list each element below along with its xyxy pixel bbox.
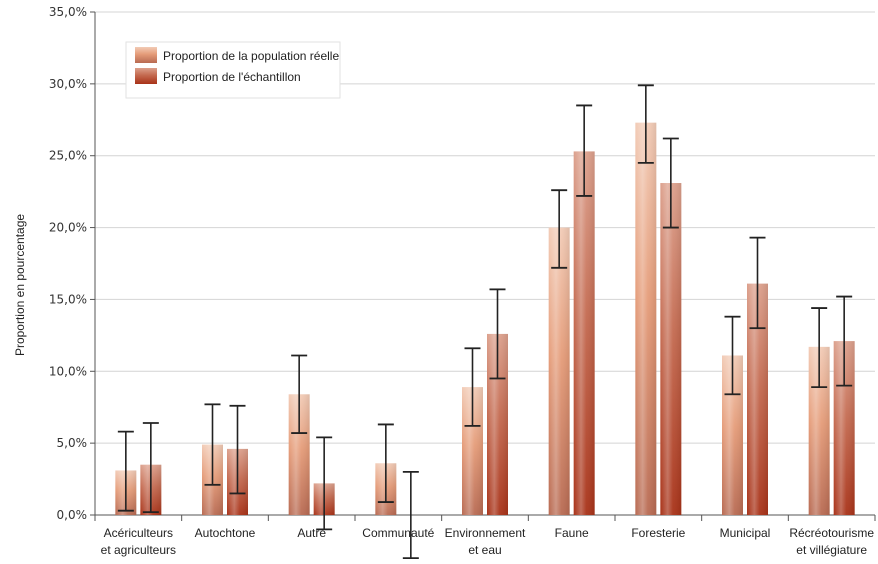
legend-swatch-series-1 (135, 47, 157, 63)
bar-highlight (833, 341, 855, 515)
y-axis-title: Proportion en pourcentage (13, 214, 27, 356)
bar-highlight (722, 355, 743, 515)
y-tick-label: 30,0% (49, 77, 87, 91)
legend: Proportion de la population réelle Propo… (125, 41, 341, 99)
x-category-label-line: Municipal (720, 526, 771, 540)
x-category-label-line: Récréotourisme (789, 526, 874, 540)
x-category-label: Environnement et eau (445, 526, 526, 557)
bar-highlight (548, 227, 570, 516)
x-category-label-line: Autochtone (195, 526, 256, 540)
x-category-label: Faune (555, 526, 589, 540)
legend-box (125, 41, 341, 99)
bar-highlight (808, 346, 830, 515)
bar-highlight (462, 387, 483, 515)
y-tick-label: 0,0% (57, 508, 88, 522)
axis-labels: 0,0% 5,0% 10,0% 15,0% 20,0% 25,0% 30,0% 35,0% Ac… (49, 5, 874, 557)
x-category-label: Communauté (362, 526, 434, 540)
x-category-label: Autre (297, 526, 326, 540)
x-category-label-line: et villégiature (796, 543, 867, 557)
bar-highlight (288, 394, 310, 515)
x-category-label-line: et agriculteurs (101, 543, 176, 557)
y-tick-label: 10,0% (49, 364, 87, 378)
y-tick-label: 15,0% (49, 292, 87, 306)
legend-label-series-2: Proportion de l'échantillon (163, 70, 301, 84)
x-category-label-line: Faune (555, 526, 589, 540)
y-tick-label: 35,0% (49, 5, 87, 19)
bar-highlight (635, 122, 657, 515)
x-category-label: Municipal (720, 526, 771, 540)
legend-label-series-1: Proportion de la population réelle (163, 49, 339, 63)
bar-highlight (747, 283, 768, 515)
bar-highlight (573, 151, 595, 515)
x-category-label-line: et eau (468, 543, 501, 557)
y-tick-label: 5,0% (57, 436, 88, 450)
bars (115, 122, 855, 516)
legend-swatch-series-2 (135, 68, 157, 84)
x-category-label-line: Autre (297, 526, 326, 540)
x-category-label: Acériculteurs et agriculteurs (101, 526, 176, 557)
x-category-label-line: Communauté (362, 526, 434, 540)
error-bars (117, 84, 853, 560)
x-category-label-line: Foresterie (631, 526, 685, 540)
y-tick-label: 20,0% (49, 221, 87, 235)
x-category-label: Autochtone (195, 526, 256, 540)
axes (90, 11, 876, 521)
y-tick-label: 25,0% (49, 149, 87, 163)
x-category-label: Foresterie (631, 526, 685, 540)
x-category-label: Récréotourisme et villégiature (789, 526, 874, 557)
x-category-label-line: Environnement (445, 526, 526, 540)
x-category-label-line: Acériculteurs (104, 526, 173, 540)
bar-highlight (660, 183, 682, 515)
